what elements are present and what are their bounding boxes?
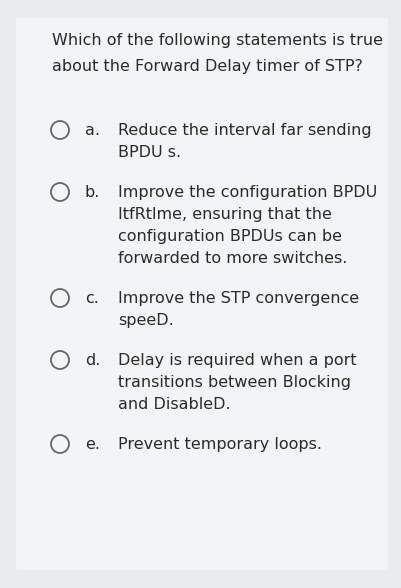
Text: d.: d. <box>85 353 100 368</box>
Text: c.: c. <box>85 291 99 306</box>
Text: and DisableD.: and DisableD. <box>118 397 230 412</box>
Text: ItfRtlme, ensuring that the: ItfRtlme, ensuring that the <box>118 207 331 222</box>
FancyBboxPatch shape <box>16 18 387 570</box>
Text: Improve the configuration BPDU: Improve the configuration BPDU <box>118 185 376 200</box>
Text: Delay is required when a port: Delay is required when a port <box>118 353 356 368</box>
Text: transitions between Blocking: transitions between Blocking <box>118 375 350 390</box>
Text: speeD.: speeD. <box>118 313 173 328</box>
Text: Improve the STP convergence: Improve the STP convergence <box>118 291 358 306</box>
Text: Prevent temporary loops.: Prevent temporary loops. <box>118 437 321 452</box>
Text: e.: e. <box>85 437 100 452</box>
Text: Reduce the interval far sending: Reduce the interval far sending <box>118 123 371 138</box>
Text: a.: a. <box>85 123 100 138</box>
Text: b.: b. <box>85 185 100 200</box>
Text: BPDU s.: BPDU s. <box>118 145 181 160</box>
Text: forwarded to more switches.: forwarded to more switches. <box>118 251 346 266</box>
Text: about the Forward Delay timer of STP?: about the Forward Delay timer of STP? <box>52 59 362 74</box>
Text: Which of the following statements is true: Which of the following statements is tru… <box>52 33 382 48</box>
Text: configuration BPDUs can be: configuration BPDUs can be <box>118 229 341 244</box>
